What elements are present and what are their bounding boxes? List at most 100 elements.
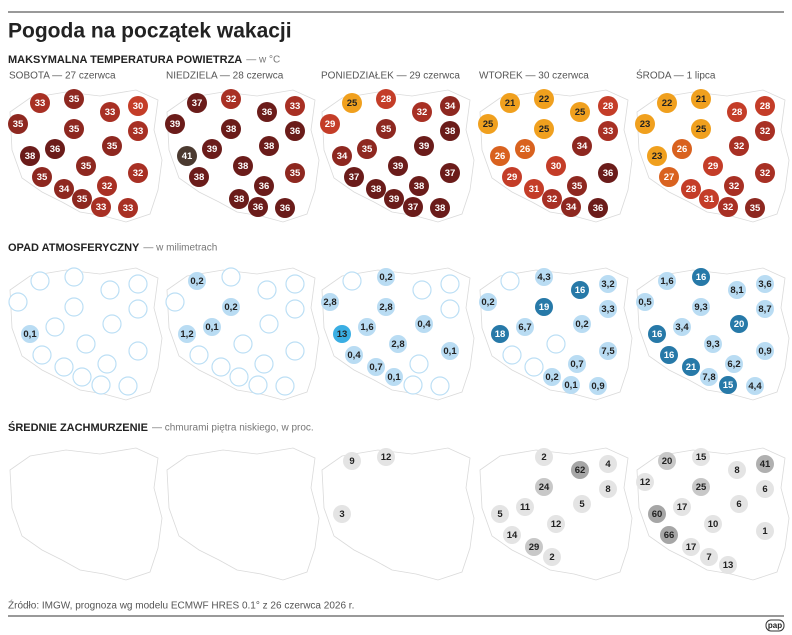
- value-label: 37: [408, 202, 419, 213]
- value-label: 25: [575, 107, 586, 118]
- value-label: 3: [339, 509, 344, 520]
- value-marker: [598, 121, 618, 141]
- value-marker: [54, 179, 74, 199]
- station-marker: [54, 357, 74, 377]
- value-label: 0,2: [575, 319, 588, 330]
- value-label: 35: [37, 172, 48, 183]
- value-marker: [535, 268, 553, 286]
- station-marker: [189, 345, 209, 365]
- value-label: 25: [696, 124, 707, 135]
- value-label: 27: [664, 172, 675, 183]
- value-marker: [376, 89, 396, 109]
- value-label: 38: [194, 172, 205, 183]
- value-label: 29: [529, 542, 540, 553]
- value-marker: [479, 293, 497, 311]
- map-outline: [166, 447, 320, 581]
- value-marker: [388, 156, 408, 176]
- value-marker: [441, 342, 459, 360]
- value-marker: [344, 167, 364, 187]
- value-marker: [599, 342, 617, 360]
- value-marker: [366, 179, 386, 199]
- value-marker: [102, 136, 122, 156]
- value-label: 26: [677, 144, 688, 155]
- value-label: 21: [505, 98, 516, 109]
- value-label: 0,5: [638, 297, 652, 308]
- value-label: 3,4: [675, 322, 689, 333]
- value-label: 62: [575, 465, 586, 476]
- value-marker: [285, 121, 305, 141]
- value-marker: [342, 93, 362, 113]
- value-label: 6: [736, 499, 741, 510]
- value-label: 0,1: [205, 322, 219, 333]
- value-label: 8,1: [730, 285, 744, 296]
- value-label: 21: [696, 94, 707, 105]
- value-marker: [189, 167, 209, 187]
- value-marker: [719, 376, 737, 394]
- value-marker: [730, 495, 748, 513]
- section-title: MAKSYMALNA TEMPERATURA POWIETRZA: [8, 54, 242, 66]
- value-marker: [221, 119, 241, 139]
- value-label: 2,8: [391, 339, 404, 350]
- value-marker: [478, 114, 498, 134]
- value-marker: [725, 355, 743, 373]
- value-label: 39: [170, 119, 181, 130]
- station-marker: [342, 271, 362, 291]
- value-marker: [20, 146, 40, 166]
- value-label: 41: [182, 151, 193, 162]
- logo: pap: [768, 621, 782, 630]
- value-label: 39: [389, 194, 400, 205]
- value-label: 12: [640, 477, 651, 488]
- value-marker: [660, 346, 678, 364]
- value-label: 32: [133, 168, 144, 179]
- value-label: 0,1: [23, 329, 37, 340]
- value-label: 0,4: [417, 319, 431, 330]
- value-label: 31: [704, 194, 715, 205]
- value-label: 28: [732, 107, 743, 118]
- map: 0,1: [8, 267, 163, 401]
- value-label: 33: [133, 126, 144, 137]
- map: 0,2 0,2 1,2 0,1: [165, 267, 320, 401]
- value-marker: [648, 325, 666, 343]
- value-label: 34: [337, 151, 348, 162]
- value-marker: [599, 300, 617, 318]
- value-label: 33: [603, 126, 614, 137]
- value-marker: [756, 275, 774, 293]
- map-outline: [9, 447, 163, 581]
- map: [166, 447, 320, 581]
- value-marker: [682, 538, 700, 556]
- station-marker: [285, 299, 305, 319]
- value-label: 9,3: [694, 302, 707, 313]
- value-marker: [229, 189, 249, 209]
- value-label: 8,7: [758, 304, 771, 315]
- value-label: 30: [133, 101, 144, 112]
- value-marker: [384, 189, 404, 209]
- value-label: 35: [107, 141, 118, 152]
- value-label: 32: [547, 194, 558, 205]
- value-label: 32: [734, 141, 745, 152]
- map: 4,3 16 3,2 0,2 19 3,3 18 6,7 0,2 0,7 7,5 0,2 0,1 0,9: [479, 267, 633, 401]
- value-marker: [718, 197, 738, 217]
- value-marker: [599, 455, 617, 473]
- value-marker: [756, 455, 774, 473]
- value-label: 29: [708, 161, 719, 172]
- value-label: 41: [760, 459, 771, 470]
- value-label: 6,7: [518, 322, 531, 333]
- value-marker: [647, 146, 667, 166]
- value-marker: [755, 121, 775, 141]
- value-marker: [188, 272, 206, 290]
- value-marker: [636, 473, 654, 491]
- value-marker: [756, 480, 774, 498]
- value-label: 31: [529, 184, 540, 195]
- day-label: WTOREK — 30 czerwca: [479, 71, 589, 82]
- value-marker: [547, 515, 565, 533]
- value-label: 0,1: [564, 380, 578, 391]
- value-marker: [691, 119, 711, 139]
- value-label: 36: [290, 126, 301, 137]
- value-label: 29: [507, 172, 518, 183]
- value-marker: [543, 368, 561, 386]
- value-label: 6: [762, 484, 767, 495]
- value-marker: [389, 335, 407, 353]
- value-label: 36: [280, 203, 291, 214]
- value-label: 26: [495, 151, 506, 162]
